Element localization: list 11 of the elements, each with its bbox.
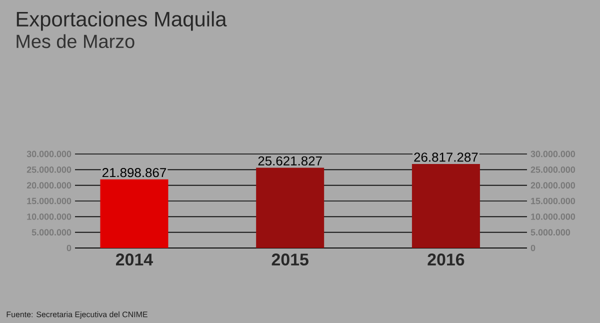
chart-subtitle: Mes de Marzo <box>16 34 134 48</box>
x-tick-label: 2016 <box>428 254 464 266</box>
bar <box>100 179 168 248</box>
data-label: 26.817.287 <box>414 152 478 162</box>
bar <box>412 164 480 248</box>
x-tick-label: 2014 <box>116 254 153 266</box>
data-label: 21.898.867 <box>102 168 166 178</box>
bar <box>256 168 324 248</box>
data-label: 25.621.827 <box>258 156 322 166</box>
chart-title: Exportaciones Maquila <box>16 11 227 31</box>
x-tick-label: 2015 <box>272 254 308 266</box>
